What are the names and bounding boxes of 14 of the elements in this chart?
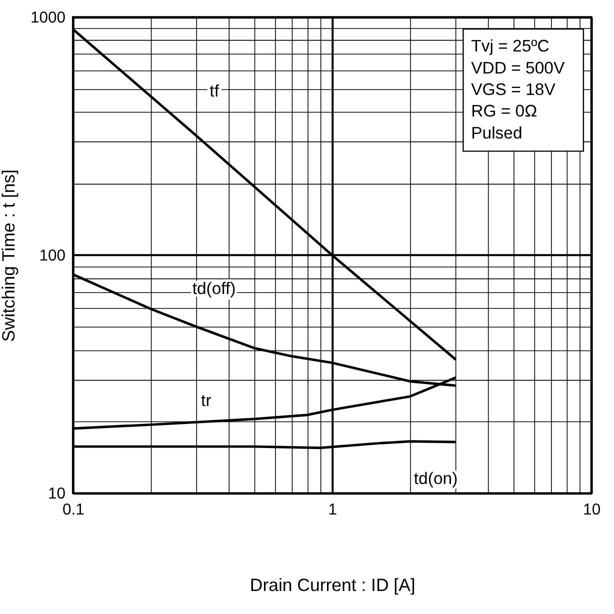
y-tick-label: 1000 (30, 10, 66, 27)
annotation: RG = 0Ω (471, 102, 538, 121)
x-tick-label: 1 (328, 501, 338, 518)
x-tick-label: 10 (583, 501, 601, 518)
annotation: Tvj = 25ºC (471, 36, 550, 56)
y-tick-label: 100 (39, 248, 66, 265)
y-tick-label: 10 (48, 486, 66, 503)
series-label: tr (201, 390, 212, 410)
x-tick-label: 0.1 (62, 501, 84, 518)
annotation: VGS = 18V (471, 80, 556, 100)
annotation: Pulsed (471, 123, 522, 142)
annotation: VDD = 500V (471, 58, 566, 78)
y-axis-title: Switching Time : t [ns] (0, 169, 19, 342)
x-axis-title: Drain Current : ID [A] (250, 575, 416, 596)
